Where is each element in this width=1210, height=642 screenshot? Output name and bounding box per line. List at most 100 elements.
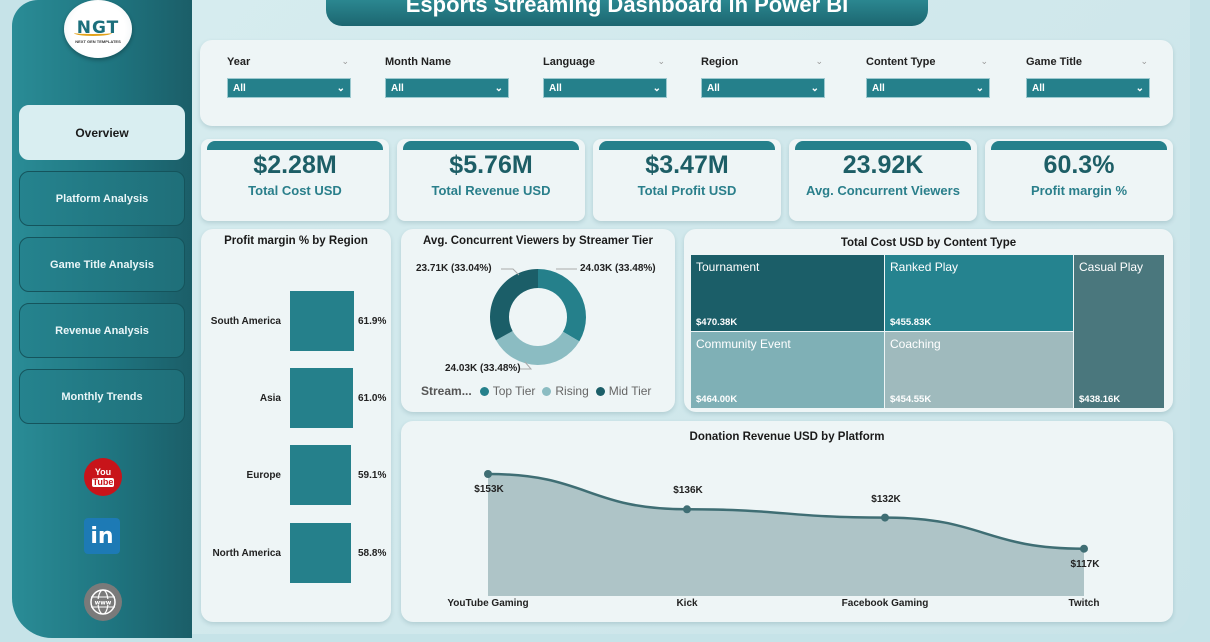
nav-label: Monthly Trends [61, 390, 143, 403]
kpi-value: $3.47M [645, 151, 729, 179]
area-line [487, 472, 1085, 550]
slicer-label: Month Name [385, 56, 451, 68]
kpi-avg-concurrent-viewers: 23.92K Avg. Concurrent Viewers [789, 139, 977, 221]
treemap-value: $454.55K [890, 394, 932, 405]
nav-label: Revenue Analysis [55, 324, 149, 337]
bar-category-label: Europe [246, 470, 281, 481]
x-axis-label: Facebook Gaming [841, 598, 929, 609]
treemap-cell-coaching[interactable]: Coaching $454.55K [885, 332, 1073, 408]
kpi-accent-strip [991, 141, 1167, 150]
kpi-value: $2.28M [253, 151, 337, 179]
treemap-cell-tournament[interactable]: Tournament $470.38K [691, 255, 884, 331]
x-axis-label: YouTube Gaming [447, 598, 529, 609]
nav-game-title-analysis[interactable]: Game Title Analysis [19, 237, 185, 292]
bar-value-label: 59.1% [358, 470, 387, 481]
chart-title: Donation Revenue USD by Platform [689, 431, 885, 443]
treemap-cell-ranked-play[interactable]: Ranked Play $455.83K [885, 255, 1073, 331]
slicer-label: Language [543, 56, 595, 68]
youtube-label-bottom: Tube [91, 476, 115, 487]
www-label: www [95, 600, 112, 607]
kpi-label: Total Profit USD [637, 183, 737, 198]
data-point-facebook-gaming[interactable] [881, 513, 889, 522]
chart-title: Total Cost USD by Content Type [840, 237, 1017, 249]
treemap-cell-casual-play[interactable]: Casual Play $438.16K [1074, 255, 1164, 408]
kpi-total-cost: $2.28M Total Cost USD [201, 139, 389, 221]
slicer-label: Region [701, 56, 739, 68]
bar-asia[interactable] [290, 368, 353, 428]
x-axis-label: Twitch [1068, 598, 1100, 609]
month-name-dropdown[interactable]: All ⌄ [385, 78, 509, 98]
slicer-game-title: Game Title ⌄ All ⌄ [1026, 56, 1150, 98]
slicer-content-type: Content Type ⌄ All ⌄ [866, 56, 990, 98]
youtube-icon[interactable]: You Tube [84, 458, 122, 496]
chevron-down-icon: ⌄ [975, 82, 984, 94]
treemap-value: $470.38K [696, 317, 738, 328]
data-point-kick[interactable] [683, 505, 691, 514]
bar-europe[interactable] [290, 445, 351, 505]
nav-label: Game Title Analysis [50, 258, 154, 271]
treemap-cell-community-event[interactable]: Community Event $464.00K [691, 332, 884, 408]
chart-title: Profit margin % by Region [224, 235, 368, 247]
kpi-accent-strip [599, 141, 775, 150]
leader-line [501, 268, 520, 276]
donut-slice-rising[interactable] [495, 331, 580, 365]
treemap-label: Tournament [696, 260, 760, 274]
chevron-down-icon[interactable]: ⌄ [341, 56, 349, 66]
globe-icon: www [90, 589, 116, 615]
bar-value-label: 61.0% [358, 393, 387, 404]
treemap-label: Coaching [890, 337, 941, 351]
content-type-dropdown[interactable]: All ⌄ [866, 78, 990, 98]
treemap-value: $455.83K [890, 317, 932, 328]
donut-slice-top-tier[interactable] [538, 269, 586, 342]
chevron-down-icon[interactable]: ⌄ [1140, 56, 1148, 66]
legend-dot-mid-tier [595, 386, 605, 396]
chevron-down-icon[interactable]: ⌄ [815, 56, 823, 66]
linkedin-icon[interactable]: in [84, 518, 120, 554]
year-dropdown[interactable]: All ⌄ [227, 78, 351, 98]
legend-dot-rising [542, 386, 552, 396]
kpi-label: Total Cost USD [248, 183, 342, 198]
data-point-youtube-gaming[interactable] [484, 470, 492, 478]
region-dropdown[interactable]: All ⌄ [701, 78, 825, 98]
legend-rising[interactable]: Rising [555, 384, 589, 398]
slicer-language: Language ⌄ All ⌄ [543, 56, 667, 98]
data-label: $153K [474, 484, 504, 495]
nav-platform-analysis[interactable]: Platform Analysis [19, 171, 185, 226]
language-dropdown[interactable]: All ⌄ [543, 78, 667, 98]
area-fill [488, 474, 1084, 596]
donut-slice-mid-tier[interactable] [490, 269, 538, 341]
nav-label: Overview [75, 125, 129, 140]
nav-monthly-trends[interactable]: Monthly Trends [19, 369, 185, 424]
treemap-label: Casual Play [1079, 260, 1144, 274]
nav-revenue-analysis[interactable]: Revenue Analysis [19, 303, 185, 358]
game-title-dropdown[interactable]: All ⌄ [1026, 78, 1150, 98]
kpi-value: $5.76M [449, 151, 533, 179]
nav-label: Platform Analysis [55, 192, 149, 205]
legend-mid-tier[interactable]: Mid Tier [608, 384, 652, 398]
chevron-down-icon[interactable]: ⌄ [980, 56, 988, 66]
legend-title: Stream... [421, 384, 472, 398]
chart-cost-by-content-type: Total Cost USD by Content Type Tournamen… [684, 229, 1173, 412]
dropdown-value: All [707, 82, 720, 94]
kpi-label: Profit margin % [1030, 183, 1128, 198]
chart-title: Avg. Concurrent Viewers by Streamer Tier [423, 235, 653, 247]
nav-overview[interactable]: Overview [19, 105, 185, 160]
youtube-label-top: You [94, 466, 112, 477]
page-title: Esports Streaming Dashboard in Power BI [405, 0, 849, 17]
treemap-label: Ranked Play [890, 260, 959, 274]
bar-south-america[interactable] [290, 291, 354, 351]
bar-north-america[interactable] [290, 523, 351, 583]
legend-top-tier[interactable]: Top Tier [492, 384, 536, 398]
dropdown-value: All [549, 82, 562, 94]
legend-dot-top-tier [479, 386, 489, 396]
treemap-value: $464.00K [696, 394, 738, 405]
bar-category-label: North America [212, 548, 281, 559]
chevron-down-icon: ⌄ [810, 82, 819, 94]
data-point-twitch[interactable] [1080, 544, 1088, 553]
kpi-total-revenue: $5.76M Total Revenue USD [397, 139, 585, 221]
chevron-down-icon[interactable]: ⌄ [657, 56, 665, 66]
globe-www-icon[interactable]: www [84, 583, 122, 621]
kpi-label: Avg. Concurrent Viewers [806, 183, 960, 198]
area-chart [484, 470, 1088, 596]
x-axis-label: Kick [676, 598, 698, 609]
